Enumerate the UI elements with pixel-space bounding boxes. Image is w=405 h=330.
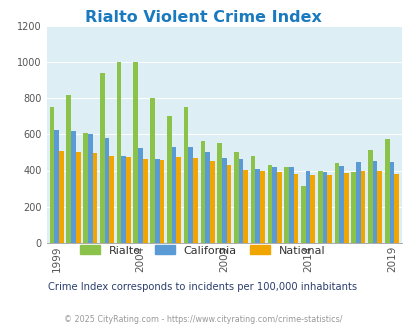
Bar bbox=[250, 156, 255, 243]
Bar bbox=[377, 171, 381, 243]
Bar bbox=[54, 130, 59, 243]
Bar bbox=[339, 166, 343, 243]
Bar bbox=[126, 157, 130, 243]
Bar bbox=[305, 171, 310, 243]
Bar bbox=[350, 172, 355, 243]
Bar bbox=[209, 161, 214, 243]
Bar bbox=[238, 159, 243, 243]
Bar bbox=[243, 170, 247, 243]
Bar bbox=[272, 167, 276, 243]
Bar bbox=[334, 163, 339, 243]
Bar bbox=[233, 152, 238, 243]
Bar bbox=[121, 156, 126, 243]
Bar bbox=[267, 165, 272, 243]
Bar bbox=[159, 160, 164, 243]
Bar bbox=[83, 133, 88, 243]
Bar bbox=[49, 108, 54, 243]
Bar bbox=[88, 134, 92, 243]
Bar bbox=[276, 172, 281, 243]
Bar bbox=[109, 156, 114, 243]
Bar bbox=[260, 171, 264, 243]
Bar bbox=[367, 150, 372, 243]
Bar bbox=[171, 147, 176, 243]
Bar bbox=[388, 162, 393, 243]
Bar bbox=[317, 171, 322, 243]
Bar bbox=[255, 169, 260, 243]
Bar bbox=[133, 61, 138, 243]
Bar bbox=[92, 153, 97, 243]
Bar bbox=[100, 73, 104, 243]
Bar bbox=[166, 116, 171, 243]
Bar bbox=[360, 171, 364, 243]
Bar bbox=[355, 162, 360, 243]
Bar bbox=[155, 159, 159, 243]
Bar bbox=[71, 131, 76, 243]
Bar bbox=[284, 167, 288, 243]
Text: Crime Index corresponds to incidents per 100,000 inhabitants: Crime Index corresponds to incidents per… bbox=[48, 282, 357, 292]
Bar bbox=[138, 148, 143, 243]
Bar bbox=[76, 152, 80, 243]
Bar bbox=[200, 141, 205, 243]
Bar bbox=[310, 175, 314, 243]
Bar bbox=[384, 139, 388, 243]
Bar bbox=[288, 167, 293, 243]
Bar bbox=[372, 161, 377, 243]
Text: © 2025 CityRating.com - https://www.cityrating.com/crime-statistics/: © 2025 CityRating.com - https://www.city… bbox=[64, 315, 341, 324]
Bar bbox=[66, 95, 71, 243]
Bar bbox=[205, 151, 209, 243]
Bar bbox=[117, 62, 121, 243]
Text: Rialto Violent Crime Index: Rialto Violent Crime Index bbox=[84, 10, 321, 25]
Bar bbox=[176, 157, 181, 243]
Bar bbox=[326, 175, 331, 243]
Bar bbox=[226, 165, 231, 243]
Legend: Rialto, California, National: Rialto, California, National bbox=[76, 241, 329, 260]
Bar bbox=[59, 151, 64, 243]
Bar bbox=[183, 108, 188, 243]
Bar bbox=[301, 186, 305, 243]
Bar bbox=[293, 174, 298, 243]
Bar bbox=[343, 173, 348, 243]
Bar bbox=[217, 144, 222, 243]
Bar bbox=[322, 172, 326, 243]
Bar bbox=[143, 159, 147, 243]
Bar bbox=[150, 98, 155, 243]
Bar bbox=[222, 158, 226, 243]
Bar bbox=[193, 158, 197, 243]
Bar bbox=[393, 174, 398, 243]
Bar bbox=[188, 147, 193, 243]
Bar bbox=[104, 138, 109, 243]
